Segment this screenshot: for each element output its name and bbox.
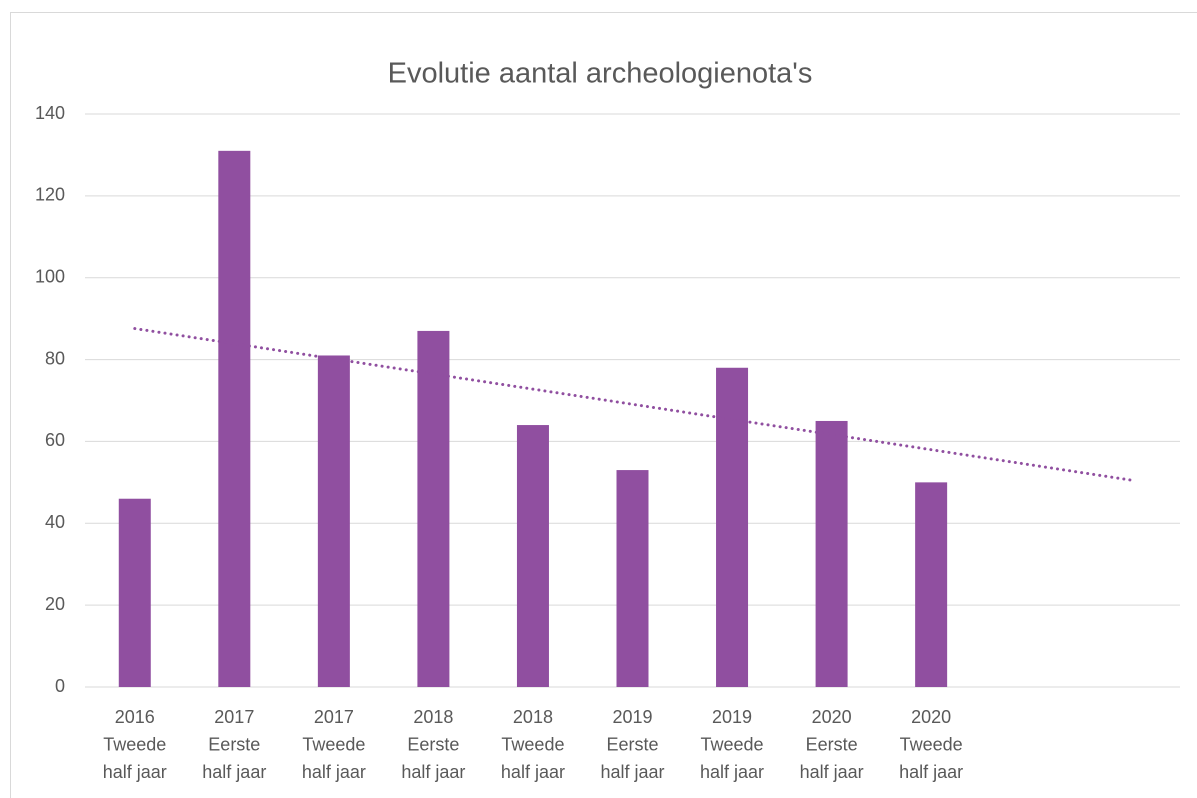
bar — [815, 420, 848, 687]
chart-title: Evolutie aantal archeologienota's — [388, 58, 813, 90]
x-tick-label: Eerste — [606, 734, 658, 754]
x-tick-label: half jaar — [302, 762, 366, 782]
bar — [118, 498, 151, 687]
y-tick-label: 60 — [45, 430, 65, 450]
x-tick-label: 2020 — [812, 707, 852, 727]
x-tick-label: 2017 — [314, 707, 354, 727]
x-tick-label: half jaar — [501, 762, 565, 782]
x-tick-label: half jaar — [401, 762, 465, 782]
bar — [915, 482, 948, 687]
y-tick-label: 120 — [35, 185, 65, 205]
x-tick-label: Eerste — [407, 734, 459, 754]
x-tick-label: Tweede — [302, 734, 365, 754]
x-tick-label: half jaar — [700, 762, 764, 782]
bar — [218, 150, 251, 688]
x-tick-label: half jaar — [202, 762, 266, 782]
x-tick-label: 2017 — [214, 707, 254, 727]
y-tick-label: 20 — [45, 594, 65, 614]
x-tick-label: Eerste — [208, 734, 260, 754]
x-tick-label: 2018 — [513, 707, 553, 727]
bar — [716, 367, 749, 687]
y-tick-label: 0 — [55, 676, 65, 696]
x-tick-label: 2020 — [911, 707, 951, 727]
bar — [417, 330, 450, 687]
x-tick-label: Tweede — [501, 734, 564, 754]
x-tick-label: Tweede — [701, 734, 764, 754]
bar — [317, 355, 350, 687]
y-tick-label: 100 — [35, 266, 65, 286]
bar — [616, 470, 649, 687]
x-tick-label: half jaar — [103, 762, 167, 782]
y-tick-label: 140 — [35, 103, 65, 123]
x-tick-label: Eerste — [806, 734, 858, 754]
x-tick-label: half jaar — [800, 762, 864, 782]
x-tick-label: 2019 — [612, 707, 652, 727]
bar — [516, 425, 549, 687]
x-tick-label: half jaar — [600, 762, 664, 782]
x-tick-label: 2018 — [413, 707, 453, 727]
x-tick-label: half jaar — [899, 762, 963, 782]
x-tick-label: Tweede — [103, 734, 166, 754]
y-tick-label: 40 — [45, 512, 65, 532]
x-tick-label: 2019 — [712, 707, 752, 727]
x-tick-label: Tweede — [900, 734, 963, 754]
y-tick-label: 80 — [45, 348, 65, 368]
chart-frame — [10, 12, 1197, 798]
x-tick-label: 2016 — [115, 707, 155, 727]
